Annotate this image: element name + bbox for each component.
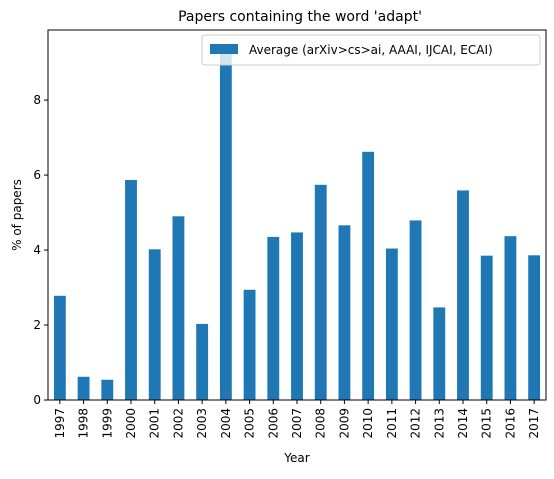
bar-2015 — [480, 255, 493, 400]
x-axis-title: Year — [283, 451, 309, 465]
legend-swatch — [210, 44, 238, 54]
x-tick-label: 2011 — [385, 408, 399, 439]
x-tick-label: 2010 — [361, 408, 375, 439]
bar-2005 — [243, 289, 256, 400]
x-tick-label: 2003 — [195, 408, 209, 439]
x-tick-label: 2005 — [243, 408, 257, 439]
legend-label: Average (arXiv>cs>ai, AAAI, IJCAI, ECAI) — [249, 43, 493, 57]
chart-title: Papers containing the word 'adapt' — [178, 9, 422, 25]
bar-2014 — [457, 190, 469, 400]
y-tick-label: 0 — [33, 393, 41, 407]
legend-frame — [201, 34, 541, 66]
bar-2003 — [196, 323, 209, 400]
bar-1998 — [77, 376, 90, 400]
x-tick-label: 2014 — [456, 408, 470, 439]
x-tick-label: 2000 — [124, 408, 138, 439]
y-tick-label: 2 — [33, 318, 41, 332]
y-axis: 0 2 4 6 8 — [33, 93, 48, 407]
y-tick-label: 4 — [33, 243, 41, 257]
bar-2011 — [385, 248, 398, 400]
bar-2001 — [148, 249, 161, 400]
x-tick-label: 2015 — [480, 408, 494, 439]
bar-2000 — [125, 179, 137, 400]
y-tick-label: 6 — [33, 168, 41, 182]
x-tick-label: 2001 — [148, 408, 162, 439]
bar-2004 — [219, 47, 232, 401]
y-tick-label: 8 — [33, 93, 41, 107]
bar-2016 — [504, 236, 517, 400]
bar-2007 — [291, 232, 303, 400]
bar-2006 — [267, 236, 280, 400]
bar-2012 — [409, 220, 422, 400]
bar-2013 — [433, 307, 446, 400]
x-axis: 1997 1998 1999 2000 2001 2002 2003 2004 2005 2006… — [53, 400, 541, 439]
x-tick-label: 2013 — [432, 408, 446, 439]
y-axis-title: % of papers — [10, 179, 24, 251]
x-tick-label: 2017 — [527, 408, 541, 439]
bar-2002 — [172, 216, 185, 400]
x-tick-label: 1999 — [100, 408, 114, 439]
legend: Average (arXiv>cs>ai, AAAI, IJCAI, ECAI) — [201, 34, 541, 66]
x-tick-label: 2016 — [503, 408, 517, 439]
bar-2009 — [338, 225, 351, 400]
x-tick-label: 2012 — [409, 408, 423, 439]
bars-group — [53, 47, 541, 401]
x-tick-label: 1998 — [77, 408, 91, 439]
bar-1999 — [101, 379, 114, 400]
x-tick-label: 2004 — [219, 408, 233, 439]
x-tick-label: 2009 — [337, 408, 351, 439]
x-tick-label: 2007 — [290, 408, 304, 439]
x-tick-label: 2006 — [266, 408, 280, 439]
bar-2017 — [528, 255, 541, 400]
bar-1997 — [53, 295, 66, 400]
x-tick-label: 2008 — [314, 408, 328, 439]
bar-2010 — [362, 151, 375, 400]
bar-2008 — [314, 184, 327, 400]
x-tick-label: 1997 — [53, 408, 67, 439]
x-tick-label: 2002 — [171, 408, 185, 439]
